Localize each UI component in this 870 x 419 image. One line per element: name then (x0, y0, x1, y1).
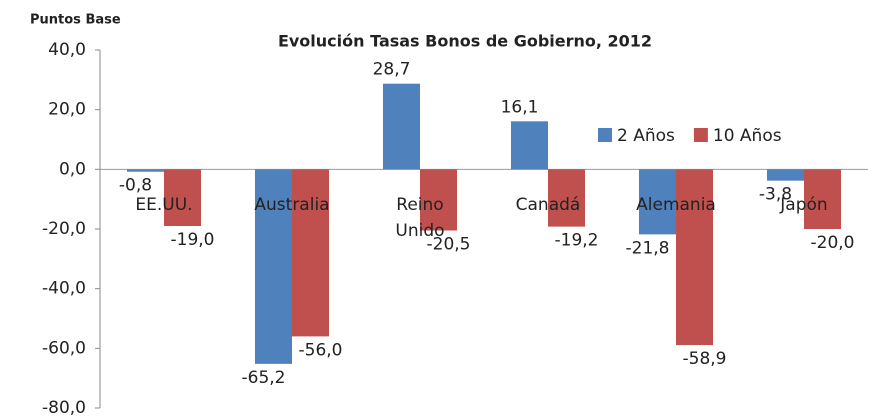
bar (767, 169, 804, 181)
data-label: -0,8 (119, 176, 152, 196)
legend-label: 2 Años (617, 126, 675, 146)
data-label: -3,8 (759, 185, 792, 205)
legend-swatch (693, 128, 708, 142)
legend-swatch (598, 128, 612, 142)
data-label: -65,2 (242, 368, 286, 388)
bar (804, 169, 841, 229)
data-label: 28,7 (373, 60, 411, 80)
chart-title: Evolución Tasas Bonos de Gobierno, 2012 (278, 32, 652, 51)
y-tick-label: -60,0 (42, 338, 86, 358)
x-tick-label: Japón (779, 195, 827, 215)
data-label: -58,9 (683, 349, 727, 369)
data-label: -56,0 (299, 340, 343, 360)
data-label: -19,0 (171, 230, 215, 250)
y-tick-label: 20,0 (48, 100, 86, 120)
bar (164, 169, 201, 227)
data-label: -19,2 (555, 231, 599, 251)
data-label: 16,1 (501, 97, 539, 117)
x-tick-label: Australia (254, 195, 329, 215)
y-tick-label: 40,0 (48, 40, 86, 60)
bar (292, 169, 329, 337)
data-label: -20,5 (427, 234, 471, 254)
bar (255, 169, 292, 364)
x-tick-label: Reino Unido (395, 195, 444, 241)
legend-label: 10 Años (713, 126, 782, 146)
y-tick-label: 0,0 (59, 159, 86, 179)
y-axis-label: Puntos Base (30, 13, 121, 28)
bar (383, 83, 420, 170)
x-tick-label: Canadá (516, 195, 581, 215)
bar (639, 169, 676, 235)
bar (420, 169, 457, 231)
x-tick-label: Alemania (636, 195, 716, 215)
y-tick-label: -80,0 (42, 398, 86, 418)
bar (676, 169, 713, 346)
bar (511, 121, 548, 170)
y-tick-label: -40,0 (42, 279, 86, 299)
data-label: -20,0 (811, 233, 855, 253)
data-label: -21,8 (626, 238, 670, 258)
y-tick-label: -20,0 (42, 219, 86, 239)
bar (127, 169, 164, 172)
x-tick-label: EE.UU. (135, 195, 192, 215)
bar (548, 169, 585, 227)
